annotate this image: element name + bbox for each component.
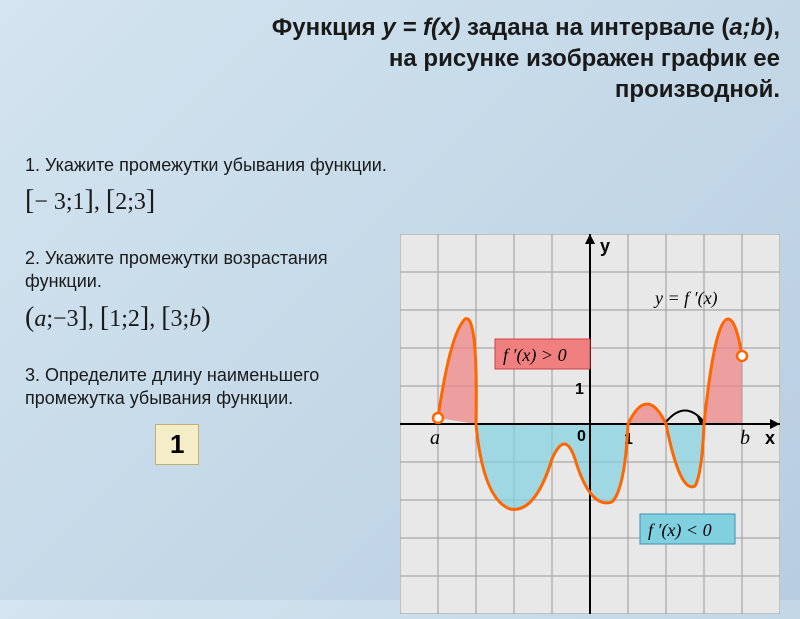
origin-label: 0 [577,428,586,445]
title-function: y = f(x) [382,14,460,41]
question-3: 3. Определите длину наименьшего промежут… [25,364,395,411]
title-text-3: ), [765,14,780,41]
positive-label: f ′(x) > 0 [503,345,567,366]
axes [400,234,780,614]
title-text-1: Функция [272,14,383,41]
arc-annotation [666,410,704,422]
title-line2: на рисунке изображен график ее [389,45,780,72]
endpoint-b [737,351,747,361]
y-tick-1: 1 [575,381,584,398]
y-axis-label: y [600,236,610,256]
a-label: a [430,427,440,449]
question-2: 2. Укажите промежутки возрастания функци… [25,247,395,294]
endpoint-a [433,413,443,423]
title-text-2: задана на интервале ( [460,14,729,41]
answer-1: [− 3;1], [2;3] [25,185,395,217]
title: Функция y = f(x) задана на интервале (a;… [0,0,800,114]
negative-label: f ′(x) < 0 [648,520,712,541]
equation-label: y = f ′(x) [653,288,718,309]
answer-2: (a;−3], [1;2], [3;b) [25,302,395,334]
title-interval: a;b [729,14,765,41]
derivative-chart: x y 0 1 1 a b f ′(x) > 0 f ′(x) [400,234,780,614]
x-axis-label: x [765,428,775,448]
final-answer: 1 [155,424,199,465]
b-label: b [740,427,750,449]
question-1: 1. Укажите промежутки убывания функции. [25,154,395,177]
title-line3: производной. [615,76,780,103]
